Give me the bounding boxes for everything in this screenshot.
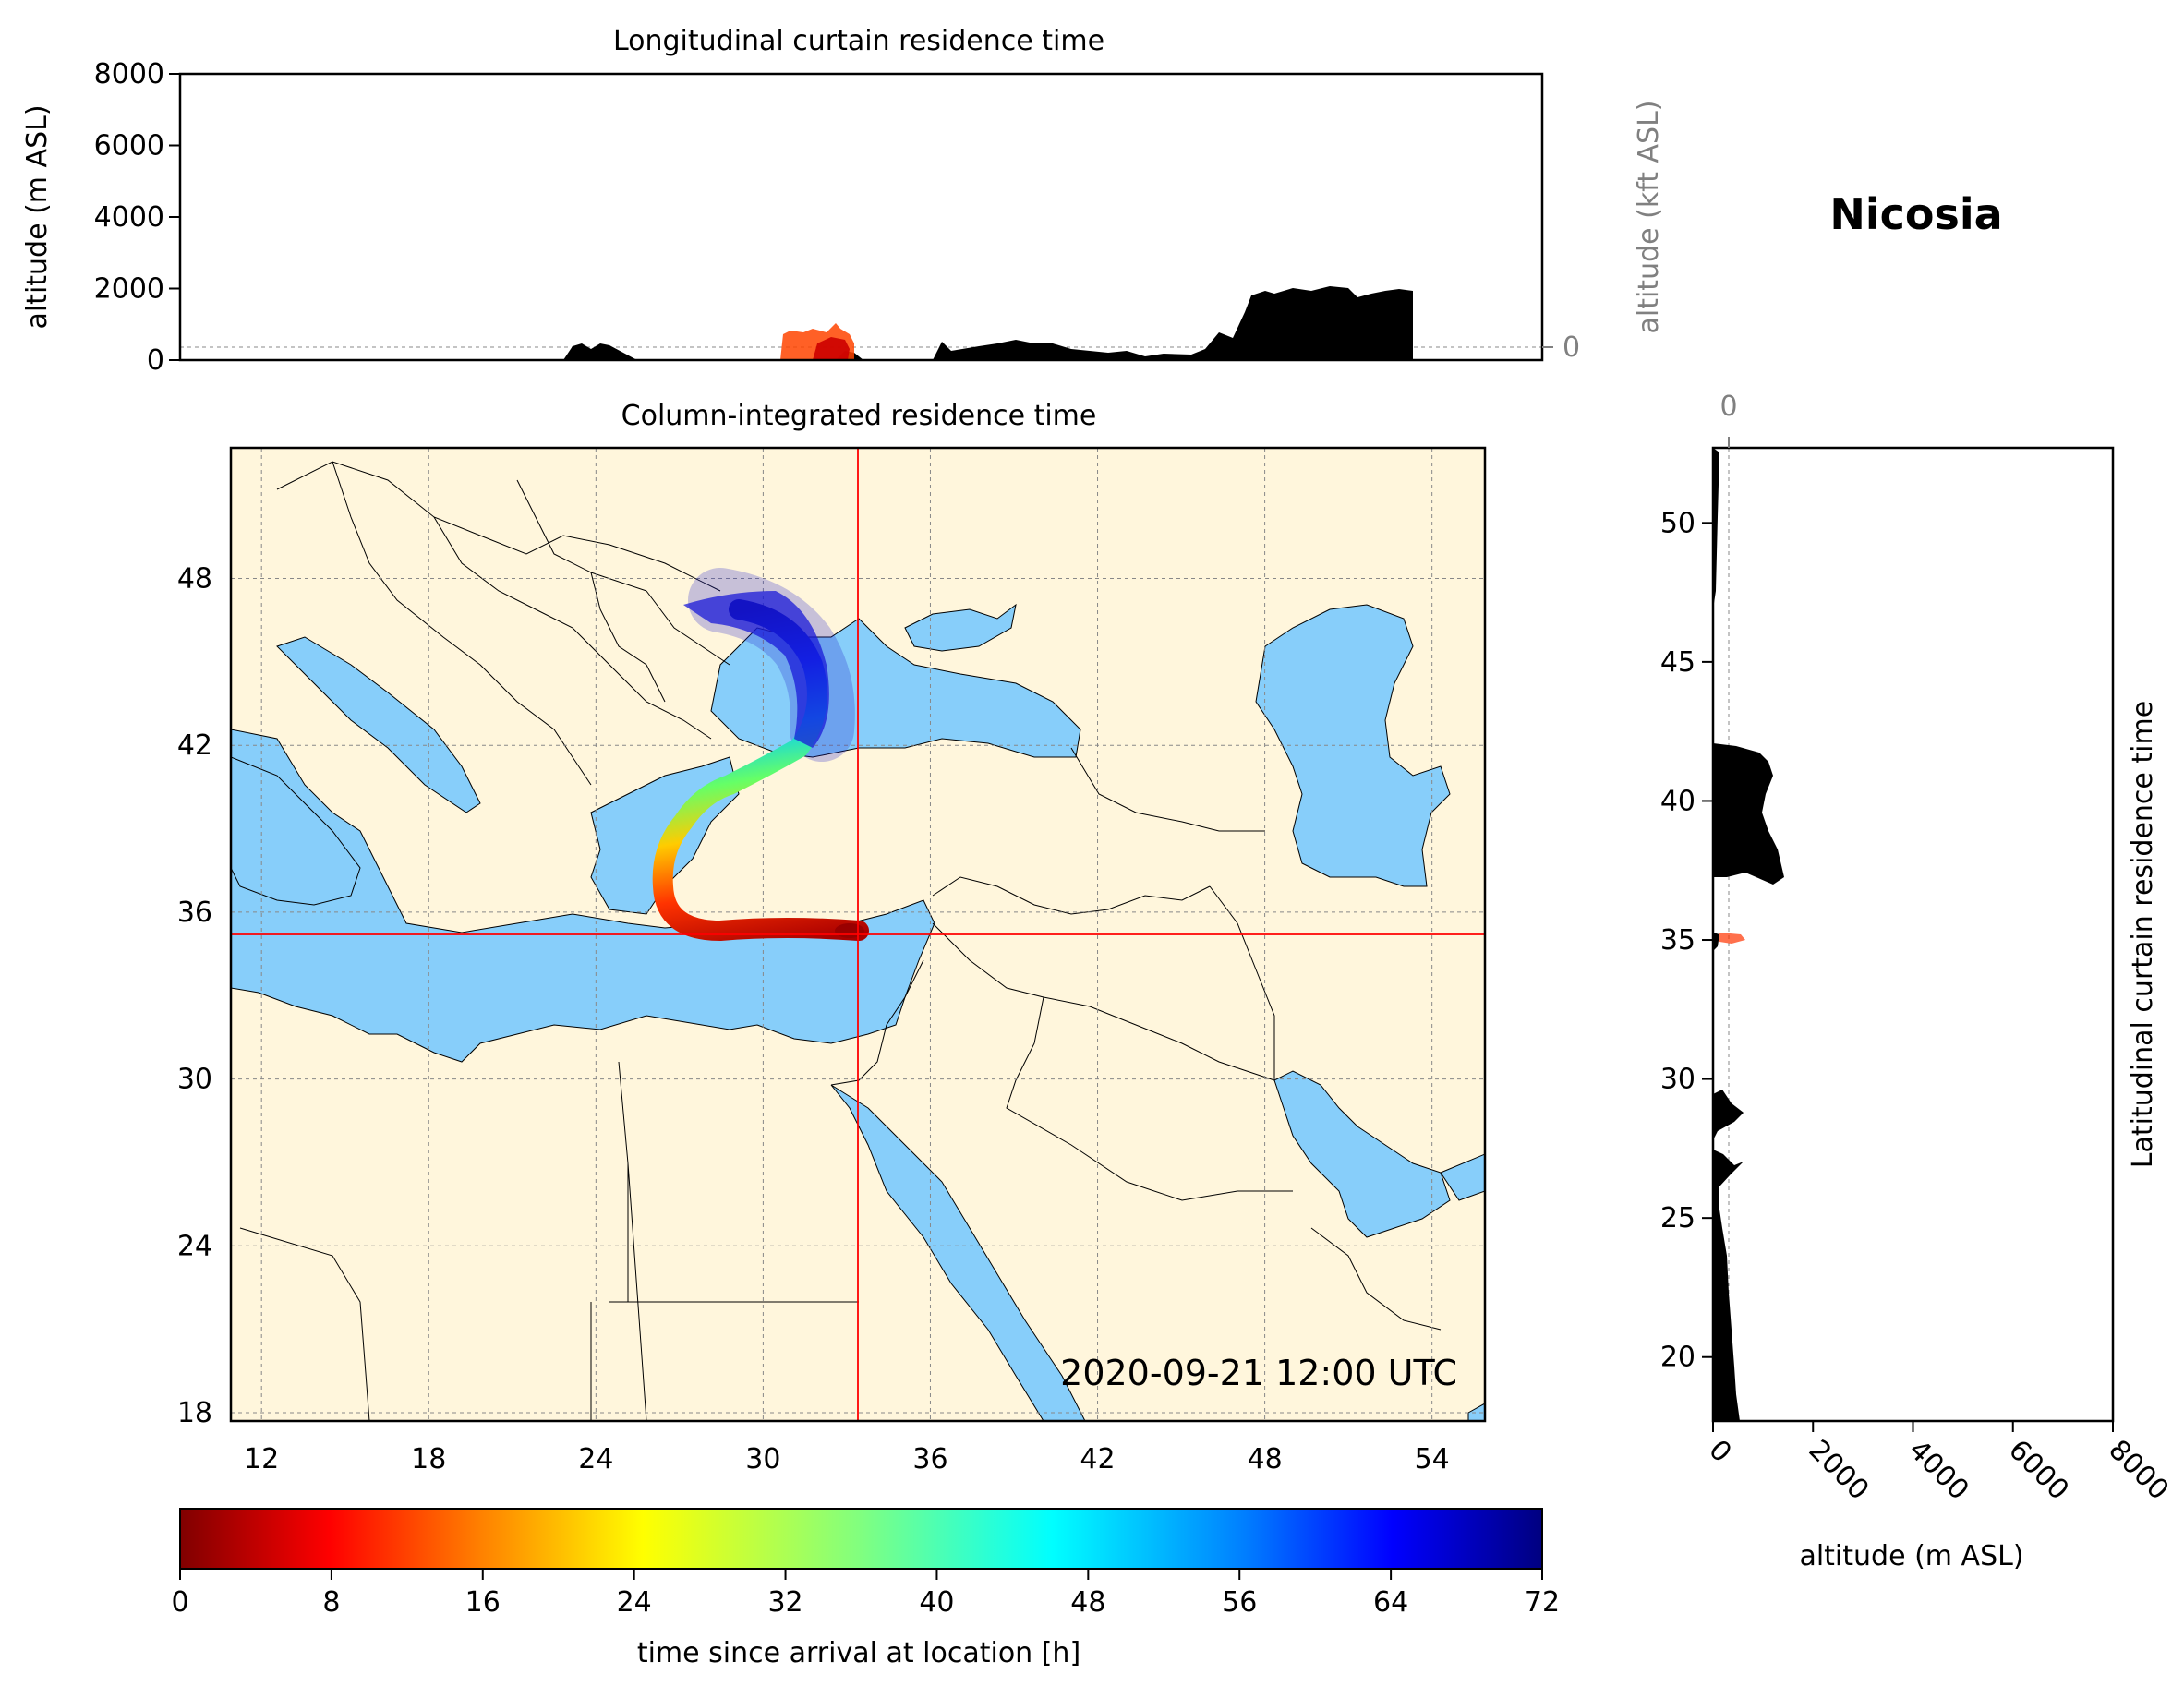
colorbar-label: time since arrival at location [h]	[637, 1637, 1080, 1669]
right-yaxis: 20 25 30 35 40 45 50	[1660, 507, 1713, 1374]
persian-gulf	[1273, 1070, 1451, 1238]
right-xaxis-bottom: 0 2000 4000 6000 8000	[1702, 1421, 2175, 1507]
top-residence-plume-core	[813, 337, 850, 360]
colorbar-tick-label: 16	[465, 1586, 501, 1619]
map-xtick-label: 42	[1080, 1443, 1115, 1475]
top-ytick-label: 8000	[94, 58, 164, 90]
adriatic-sea	[276, 636, 481, 813]
caspian-sea	[1255, 604, 1451, 887]
sea-of-azov	[904, 603, 1017, 652]
right-ytick-label: 50	[1660, 507, 1695, 539]
gulf-of-oman	[1440, 1153, 1485, 1201]
top-ylabel: altitude (m ASL)	[21, 104, 54, 329]
plume-upper-spread	[683, 591, 829, 748]
right-xtick-label: 6000	[2002, 1434, 2075, 1507]
colorbar: 0 8 16 24 32 40 48 56 64 72 time since arrival at…	[171, 1508, 1560, 1669]
location-title: Nicosia	[1829, 189, 2002, 239]
map-panel-title: Column-integrated residence time	[621, 400, 1097, 432]
colorbar-tick-label: 0	[171, 1586, 188, 1619]
map-gridlines	[231, 448, 1485, 1421]
colorbar-ticks: 0 8 16 24 32 40 48 56 64 72	[171, 1569, 1560, 1619]
map-ytick-label: 36	[177, 897, 212, 929]
map-xtick-label: 54	[1415, 1443, 1450, 1475]
right-terrain-profile	[1713, 448, 1784, 1421]
country-borders	[239, 461, 1442, 1421]
right-ytick-label: 25	[1660, 1202, 1695, 1234]
colorbar-gradient	[179, 1508, 1543, 1570]
right-ytick-label: 35	[1660, 924, 1695, 957]
mediterranean-sea	[231, 729, 935, 1063]
top-ytick-label: 0	[147, 344, 164, 377]
tyrrhenian-sea	[231, 756, 361, 906]
column-integrated-map-panel: Column-integrated residence time	[177, 400, 1487, 1475]
map-xtick-label: 36	[912, 1443, 947, 1475]
map-ytick-label: 18	[177, 1397, 212, 1429]
top-yaxis-right: 050100	[1542, 331, 1580, 364]
colorbar-tick-label: 72	[1525, 1586, 1560, 1619]
top-yaxis-left: 0 2000 4000 6000 8000	[94, 58, 180, 377]
map-xtick-label: 18	[411, 1443, 446, 1475]
top-panel-title: Longitudinal curtain residence time	[613, 25, 1104, 57]
map-ytick-label: 30	[177, 1064, 212, 1096]
colorbar-tick-label: 40	[919, 1586, 954, 1619]
map-xtick-label: 12	[244, 1443, 279, 1475]
map-xtick-label: 24	[578, 1443, 613, 1475]
map-ytick-label: 48	[177, 563, 212, 596]
top-ytick-right-label: 0	[1563, 331, 1580, 364]
colorbar-tick-label: 56	[1222, 1586, 1257, 1619]
plume-source-core	[835, 923, 864, 938]
right-xlabel: altitude (m ASL)	[1799, 1540, 2023, 1572]
right-xaxis-top: 050100	[1719, 391, 1738, 448]
top-terrain-profile	[180, 286, 1413, 360]
map-xtick-label: 30	[745, 1443, 780, 1475]
map-axes-frame	[229, 446, 1487, 1423]
timestamp-label: 2020-09-21 12:00 UTC	[1060, 1353, 1457, 1393]
red-sea	[830, 1084, 1086, 1421]
right-xtick-label: 2000	[1803, 1434, 1876, 1507]
right-ytick-label: 45	[1660, 646, 1695, 679]
top-ytick-label: 6000	[94, 130, 164, 163]
right-ytick-label: 40	[1660, 785, 1695, 817]
right-xtick-label: 0	[1702, 1434, 1737, 1469]
top-ylabel-right: altitude (kft ASL)	[1633, 100, 1665, 333]
right-plot-area	[1713, 448, 2113, 1421]
colorbar-tick-label: 8	[322, 1586, 340, 1619]
border-lines-europe	[276, 461, 730, 786]
border-lines-middle-east	[239, 747, 1442, 1421]
right-ylabel: Latitudinal curtain residence time	[2127, 701, 2159, 1168]
map-yaxis: 18 24 30 36 42 48	[177, 563, 212, 1429]
map-xaxis: 12 18 24 30 36 42 48 54	[244, 1443, 1450, 1475]
right-xtick-top-label: 0	[1719, 391, 1737, 423]
right-xtick-label: 8000	[2102, 1434, 2175, 1507]
colorbar-tick-label: 32	[767, 1586, 802, 1619]
map-ytick-label: 24	[177, 1230, 212, 1262]
right-residence-plume	[1719, 933, 1745, 944]
colorbar-tick-label: 24	[617, 1586, 652, 1619]
top-ytick-label: 2000	[94, 273, 164, 306]
atlantic-edge	[1467, 1403, 1485, 1421]
top-gridlines	[180, 346, 1542, 348]
right-xtick-label: 4000	[1902, 1434, 1975, 1507]
top-ytick-label: 4000	[94, 201, 164, 234]
colorbar-tick-label: 48	[1070, 1586, 1105, 1619]
map-xtick-label: 48	[1248, 1443, 1283, 1475]
longitudinal-curtain-panel: 0 2000 4000 6000 8000 050100 altitude (m ASL…	[21, 25, 1665, 377]
colorbar-tick-label: 64	[1373, 1586, 1408, 1619]
right-ytick-label: 20	[1660, 1342, 1695, 1374]
right-ytick-label: 30	[1660, 1064, 1695, 1096]
map-ytick-label: 42	[177, 729, 212, 762]
